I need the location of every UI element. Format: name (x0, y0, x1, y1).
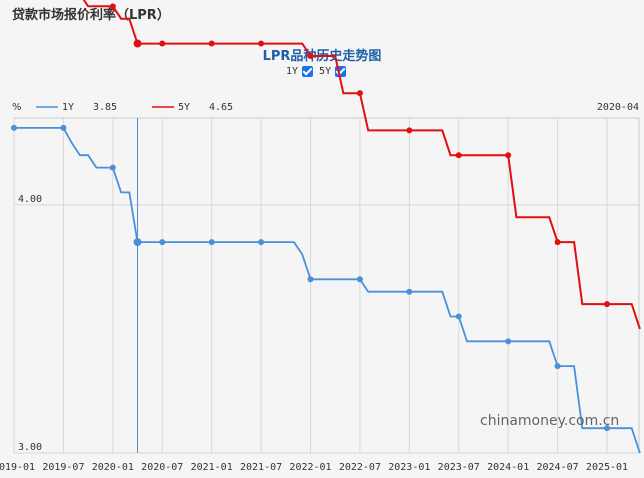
y-tick-label: 3.00 (18, 442, 42, 453)
data-point-5y (455, 152, 462, 159)
data-point-1y (604, 425, 610, 432)
toggle-5y-checkbox[interactable] (335, 66, 347, 77)
data-point-1y (406, 288, 413, 295)
y-tick-label: 4.00 (18, 194, 42, 205)
data-point-1y (60, 124, 67, 131)
x-tick-label: 2019-01 (0, 462, 35, 473)
data-point-5y (109, 3, 116, 10)
x-tick-label: 2022-01 (289, 462, 331, 473)
data-point-5y (159, 40, 166, 47)
x-tick-label: 2025-01 (586, 462, 628, 473)
plot-area (13, 117, 640, 454)
grid-lines (13, 117, 640, 454)
x-tick-label: 2019-07 (42, 462, 84, 473)
data-point-1y (307, 276, 314, 283)
data-point-1y (159, 239, 166, 246)
legend-value: 4.65 (209, 102, 233, 113)
data-point-1y (208, 239, 215, 246)
data-point-5y (554, 239, 561, 246)
toggle-5y[interactable]: 5Y (319, 66, 347, 77)
x-tick-label: 2021-01 (191, 462, 233, 473)
x-tick-label: 2022-07 (339, 462, 381, 473)
data-point-1y (11, 124, 17, 131)
legend-value: 3.85 (93, 102, 117, 113)
data-point-1y (356, 276, 363, 283)
x-tick-label: 2023-07 (438, 462, 480, 473)
x-tick-label: 2024-07 (537, 462, 579, 473)
legend-label: 1Y (62, 102, 74, 113)
data-point-1y (455, 313, 462, 320)
toggle-5y-label: 5Y (319, 66, 332, 77)
data-point-5y (406, 127, 413, 134)
data-point-5y (505, 152, 512, 159)
series-toggles: 1Y 5Y (286, 66, 352, 77)
x-tick-label: 2020-01 (92, 462, 134, 473)
data-point-5y (208, 40, 215, 47)
axis-labels: 3.00 4.00 2019-01 2019-07 2020-01 2020-07 2021… (0, 194, 628, 473)
data-point-1y (258, 239, 265, 246)
data-point-5y (258, 40, 265, 47)
data-point-5y (133, 39, 142, 48)
watermark: chinamoney.com.cn (480, 413, 619, 429)
data-point-1y (109, 164, 116, 171)
data-point-1y (133, 238, 142, 247)
x-tick-label: 2024-01 (487, 462, 529, 473)
toggle-1y-checkbox[interactable] (302, 66, 314, 77)
legend-label: 5Y (178, 102, 190, 113)
data-point-1y (554, 363, 561, 370)
series-markers (11, 3, 610, 432)
toggle-1y[interactable]: 1Y (286, 66, 314, 77)
data-point-1y (505, 338, 512, 345)
x-tick-label: 2021-07 (240, 462, 282, 473)
data-point-5y (604, 301, 610, 308)
toggle-1y-label: 1Y (286, 66, 299, 77)
x-tick-label: 2020-07 (141, 462, 183, 473)
y-unit-label: % (12, 102, 22, 113)
data-point-5y (307, 52, 314, 59)
hover-date-label: 2020-04 (597, 102, 639, 113)
x-tick-label: 2023-01 (388, 462, 430, 473)
chart-legend: 1Y 3.85 5Y 4.65 (36, 102, 233, 113)
data-point-5y (356, 90, 363, 97)
